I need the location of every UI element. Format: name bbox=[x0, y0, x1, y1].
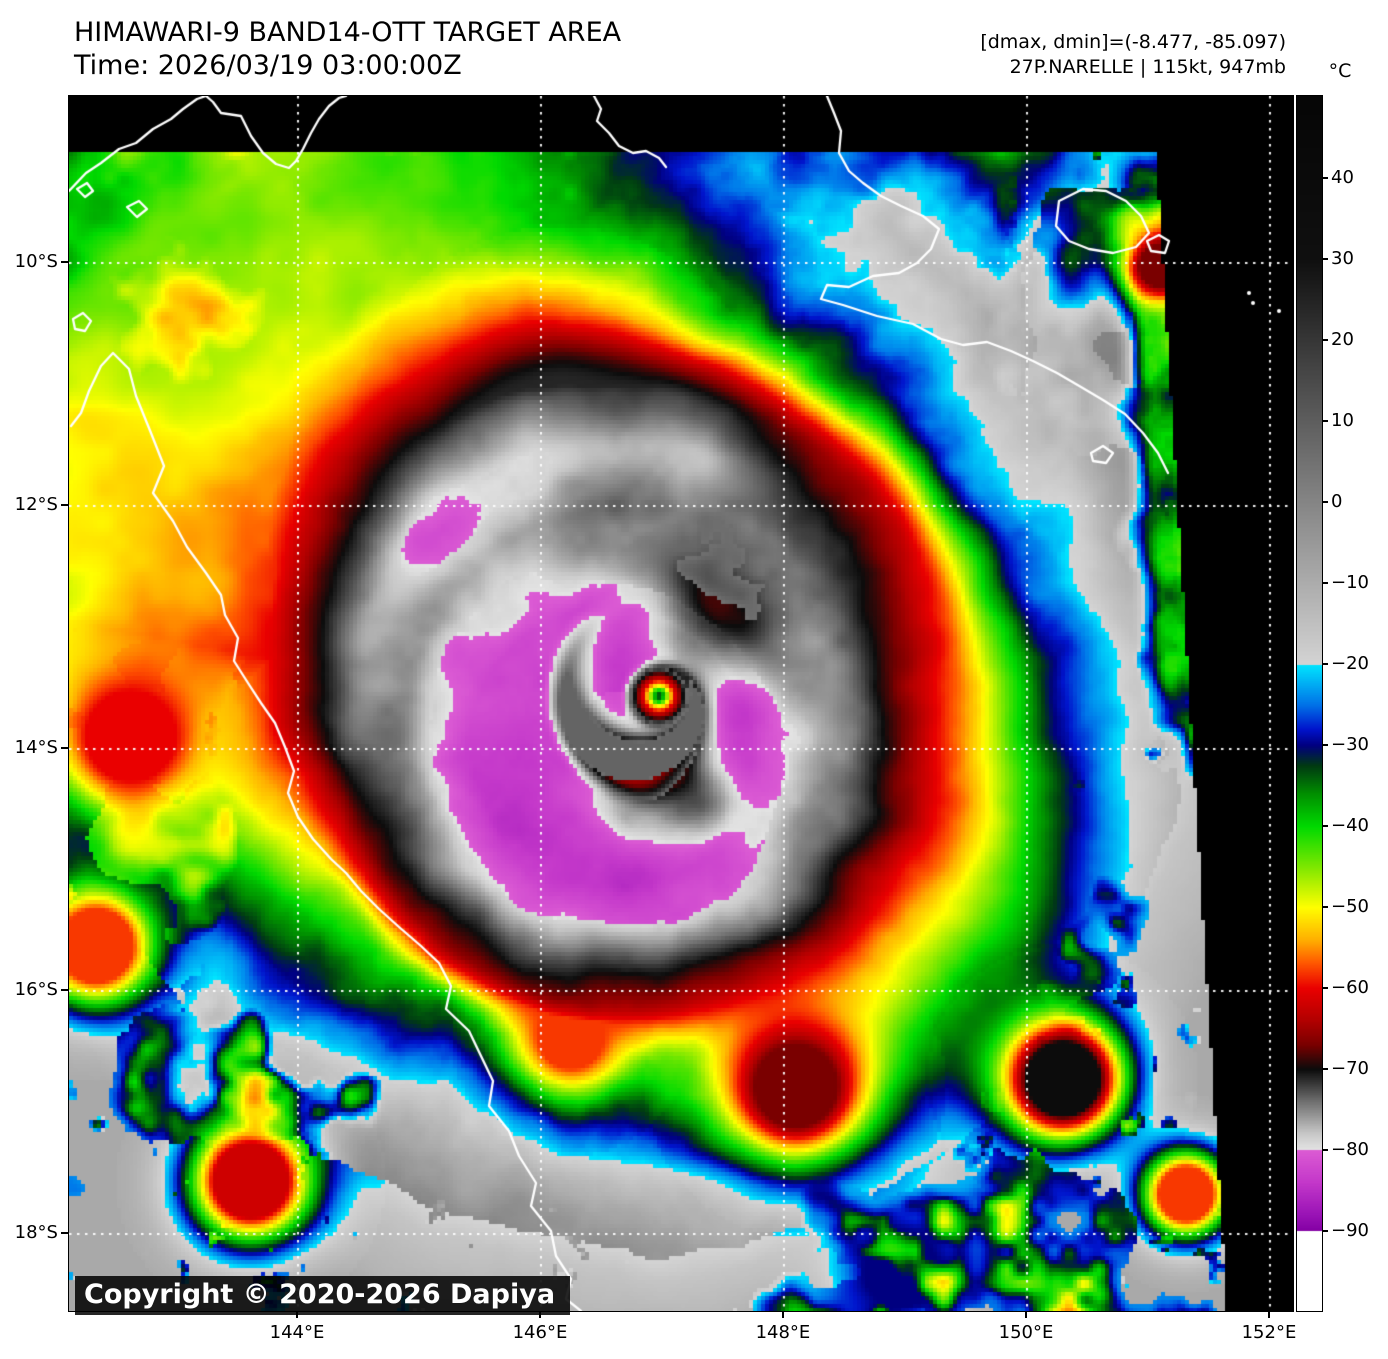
colorbar-tick-label: −30 bbox=[1331, 734, 1369, 756]
annotation-block: [dmax, dmin]=(-8.477, -85.097) 27P.NAREL… bbox=[980, 30, 1286, 80]
colorbar-canvas bbox=[1297, 96, 1322, 1311]
colorbar-tick-label: 0 bbox=[1331, 491, 1343, 513]
colorbar-tick-label: 10 bbox=[1331, 409, 1354, 431]
copyright-badge: Copyright © 2020-2026 Dapiya bbox=[75, 1276, 571, 1315]
timestamp: Time: 2026/03/19 03:00:00Z bbox=[74, 50, 462, 81]
colorbar-unit-label: °C bbox=[1328, 60, 1352, 82]
y-axis-tick-mark bbox=[61, 503, 68, 506]
colorbar-tick-mark bbox=[1322, 176, 1328, 179]
y-axis-tick-mark bbox=[61, 746, 68, 749]
colorbar-tick-label: 40 bbox=[1331, 166, 1354, 188]
title-block: HIMAWARI-9 BAND14-OTT TARGET AREA Time: … bbox=[74, 16, 621, 82]
page-title: HIMAWARI-9 BAND14-OTT TARGET AREA bbox=[74, 17, 622, 48]
colorbar-tick-label: −60 bbox=[1331, 977, 1369, 999]
x-axis-tick-label: 146°E bbox=[512, 1322, 568, 1343]
colorbar-tick-mark bbox=[1322, 419, 1328, 422]
colorbar-tick-label: −90 bbox=[1331, 1220, 1369, 1242]
colorbar-tick-label: −70 bbox=[1331, 1058, 1369, 1080]
colorbar-tick-label: 20 bbox=[1331, 329, 1354, 351]
x-axis-tick-mark bbox=[296, 1311, 298, 1318]
colorbar-tick-mark bbox=[1322, 339, 1328, 342]
x-axis-tick-mark bbox=[781, 1311, 784, 1318]
colorbar-tick-label: −50 bbox=[1331, 895, 1369, 917]
y-axis-tick-label: 12°S bbox=[14, 493, 58, 515]
y-axis-tick-label: 18°S bbox=[14, 1221, 58, 1243]
dmax-dmin-annotation: [dmax, dmin]=(-8.477, -85.097) bbox=[980, 31, 1286, 53]
storm-info-annotation: 27P.NARELLE | 115kt, 947mb bbox=[1009, 56, 1286, 78]
y-axis-tick-label: 14°S bbox=[14, 736, 58, 758]
colorbar-tick-label: −40 bbox=[1331, 815, 1369, 837]
y-axis-tick-mark bbox=[61, 260, 68, 263]
colorbar-tick-mark bbox=[1322, 662, 1328, 665]
colorbar-tick-mark bbox=[1322, 1068, 1328, 1071]
x-axis-tick-label: 150°E bbox=[998, 1322, 1054, 1343]
colorbar-tick-label: −20 bbox=[1331, 652, 1369, 674]
colorbar-tick-mark bbox=[1322, 987, 1328, 990]
colorbar bbox=[1296, 95, 1323, 1312]
colorbar-tick-mark bbox=[1322, 905, 1328, 908]
x-axis-tick-mark bbox=[538, 1311, 541, 1318]
satellite-image-canvas bbox=[69, 96, 1293, 1311]
x-axis-tick-mark bbox=[1267, 1311, 1270, 1318]
colorbar-tick-mark bbox=[1322, 825, 1328, 828]
colorbar-tick-label: −80 bbox=[1331, 1138, 1369, 1160]
colorbar-tick-mark bbox=[1322, 501, 1328, 504]
x-axis-tick-label: 144°E bbox=[269, 1322, 325, 1343]
colorbar-tick-mark bbox=[1322, 1230, 1328, 1233]
x-axis-tick-label: 152°E bbox=[1241, 1322, 1297, 1343]
colorbar-tick-mark bbox=[1322, 258, 1328, 261]
y-axis-tick-label: 10°S bbox=[14, 250, 58, 272]
colorbar-tick-label: −10 bbox=[1331, 572, 1369, 594]
colorbar-tick-mark bbox=[1322, 582, 1328, 585]
satellite-map: Copyright © 2020-2026 Dapiya bbox=[68, 95, 1294, 1315]
x-axis-tick-mark bbox=[1025, 1311, 1028, 1318]
y-axis-tick-mark bbox=[61, 988, 68, 991]
colorbar-tick-mark bbox=[1322, 1148, 1328, 1151]
colorbar-tick-mark bbox=[1322, 744, 1328, 747]
y-axis-tick-mark bbox=[61, 1231, 68, 1234]
colorbar-tick-label: 30 bbox=[1331, 248, 1354, 270]
x-axis-tick-label: 148°E bbox=[755, 1322, 811, 1343]
y-axis-tick-label: 16°S bbox=[14, 978, 58, 1000]
